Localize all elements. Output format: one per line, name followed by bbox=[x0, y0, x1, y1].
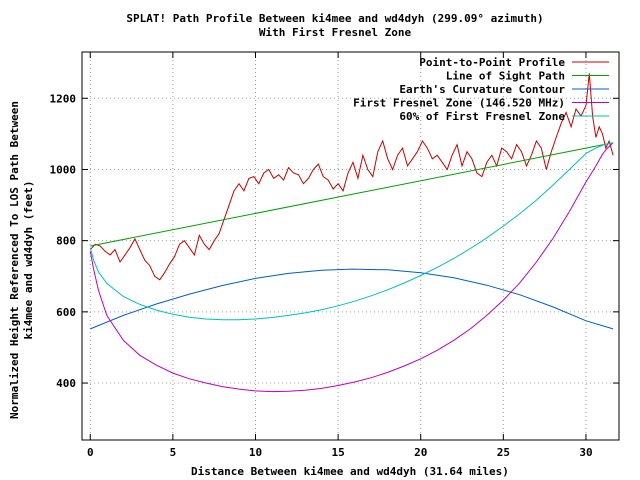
x-axis-label: Distance Between ki4mee and wd4dyh (31.6… bbox=[191, 465, 509, 478]
y-tick-label: 600 bbox=[56, 306, 76, 319]
series-lines bbox=[89, 73, 614, 393]
legend-label-fresnel-60-line: 60% of First Fresnel Zone bbox=[399, 110, 565, 123]
y-tick-label: 800 bbox=[56, 235, 76, 248]
x-tick-label: 30 bbox=[579, 446, 592, 459]
y-tick-label: 1000 bbox=[50, 163, 77, 176]
legend-label-fresnel-zone-line: First Fresnel Zone (146.520 MHz) bbox=[353, 97, 565, 110]
series-fresnel-60-line bbox=[89, 142, 614, 321]
series-profile-line bbox=[89, 73, 614, 281]
x-tick-label: 25 bbox=[497, 446, 510, 459]
series-fresnel-zone-line bbox=[89, 142, 614, 393]
x-tick-label: 5 bbox=[170, 446, 177, 459]
y-axis-label-line1: Normalized Height Referenced To LOS Path… bbox=[8, 101, 21, 419]
axis-ticks: 0 5 10 15 20 25 30 400 600 800 1000 1200 bbox=[50, 52, 619, 459]
x-tick-label: 10 bbox=[249, 446, 262, 459]
legend-label-line-of-sight: Line of Sight Path bbox=[446, 70, 565, 83]
chart-subtitle: With First Fresnel Zone bbox=[259, 26, 412, 39]
x-tick-label: 20 bbox=[414, 446, 427, 459]
legend-label-earth-curvature-line: Earth's Curvature Contour bbox=[399, 83, 565, 96]
legend-label-profile-line: Point-to-Point Profile bbox=[419, 56, 565, 69]
y-tick-label: 1200 bbox=[50, 92, 77, 105]
series-earth-curvature-line bbox=[90, 268, 614, 330]
y-axis-label-line2: ki4mee and wd4dyh (feet) bbox=[22, 181, 35, 340]
plot-frame bbox=[81, 51, 620, 441]
y-tick-label: 400 bbox=[56, 377, 76, 390]
x-tick-label: 0 bbox=[87, 446, 94, 459]
chart-title: SPLAT! Path Profile Between ki4mee and w… bbox=[126, 12, 543, 25]
x-tick-label: 15 bbox=[331, 446, 344, 459]
series-line-of-sight bbox=[90, 142, 614, 247]
